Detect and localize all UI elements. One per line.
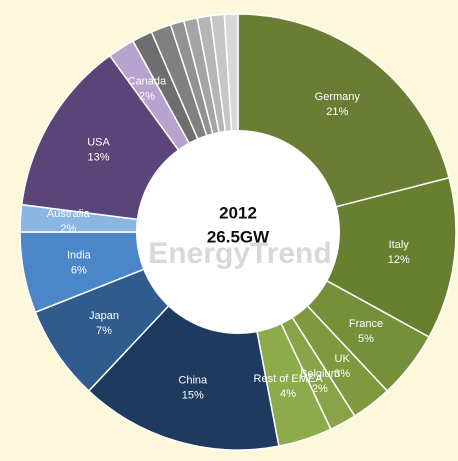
donut-hole (136, 130, 340, 334)
slice (235, 176, 457, 339)
slice-label: Belgium (300, 368, 340, 380)
slice-value-label: 2% (60, 223, 76, 235)
slice-value-label: 5% (358, 333, 374, 345)
slice-value-label: 4% (280, 388, 296, 400)
slice-label: UK (335, 353, 351, 365)
slice-label: Rest of EMEA (254, 373, 324, 385)
slice-value-label: 2% (312, 383, 328, 395)
slice-label: Italy (389, 239, 410, 251)
slice-value-label: 2% (139, 90, 155, 102)
slice-value-label: 7% (96, 325, 112, 337)
slice-value-label: 13% (88, 151, 110, 163)
slice-label: Germany (315, 91, 361, 103)
center-title: 2012 (219, 203, 257, 222)
slice-label: Canada (128, 75, 167, 87)
slice-label: Australia (47, 208, 91, 220)
slice-value-label: 21% (326, 106, 348, 118)
slice-label: USA (87, 136, 110, 148)
slice-label: India (67, 249, 92, 261)
center-subtitle: 26.5GW (207, 227, 270, 246)
slice-value-label: 15% (182, 389, 204, 401)
slice-value-label: 6% (71, 264, 87, 276)
slice-label: Japan (89, 310, 119, 322)
slice-value-label: 12% (388, 254, 410, 266)
slice-label: France (349, 318, 383, 330)
watermark: EnergyTrend (148, 237, 331, 270)
slice-value-label: 3% (334, 368, 350, 380)
slice-label: China (178, 374, 208, 386)
